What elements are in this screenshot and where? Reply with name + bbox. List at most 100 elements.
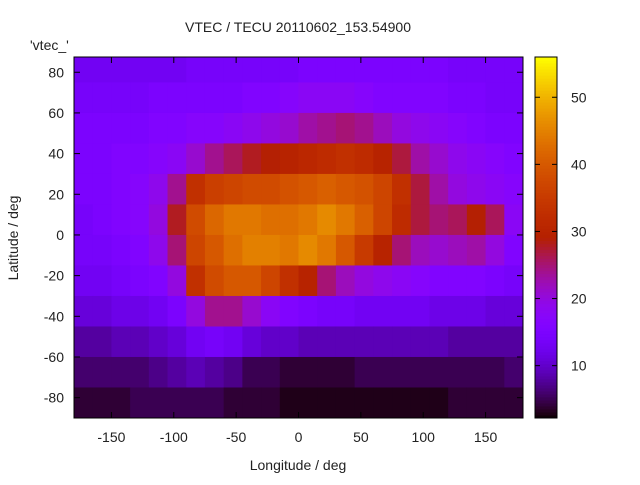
heatmap-cell [130, 387, 150, 419]
heatmap-cell [504, 173, 524, 205]
heatmap-cell [392, 234, 412, 266]
heatmap-cell [92, 204, 112, 236]
heatmap-cell [298, 82, 318, 114]
colorbar-segment [535, 405, 557, 410]
heatmap-cell [317, 82, 337, 114]
heatmap-cell [429, 356, 449, 388]
y-tick-label: 20 [48, 186, 64, 202]
heatmap-cell [317, 234, 337, 266]
heatmap-cell [204, 143, 225, 175]
colorbar-segment [535, 156, 557, 160]
heatmap-cell [74, 143, 94, 175]
heatmap-cell [485, 234, 505, 266]
heatmap-cell [261, 387, 281, 419]
colorbar-segment [535, 375, 557, 380]
heatmap-cell [111, 57, 131, 83]
colorbar-tick-label: 10 [571, 358, 587, 374]
x-tick-label: -150 [97, 429, 125, 445]
heatmap-cell [354, 82, 374, 114]
heatmap-cell [298, 112, 318, 144]
colorbar-segment [535, 171, 557, 175]
colorbar-segment [535, 288, 557, 293]
heatmap-cell [410, 204, 430, 236]
colorbar-segment [535, 102, 557, 106]
heatmap-cell [92, 112, 112, 144]
heatmap-cell [242, 173, 262, 205]
colorbar-segment [535, 318, 557, 323]
x-tick-label: -100 [160, 429, 188, 445]
heatmap-cell [186, 234, 206, 266]
heatmap-cell [373, 295, 393, 327]
colorbar-segment [535, 57, 557, 61]
heatmap-cell [279, 82, 299, 114]
y-tick-label: -20 [44, 268, 64, 284]
heatmap-cell [466, 387, 487, 419]
heatmap-cell [74, 234, 94, 266]
colorbar-segment [535, 162, 557, 166]
colorbar-segment [535, 129, 557, 133]
colorbar-segment [535, 393, 557, 398]
heatmap-cell [74, 173, 94, 205]
heatmap-cell [92, 295, 112, 327]
colorbar-segment [535, 105, 557, 109]
colorbar-segment [535, 399, 557, 404]
heatmap-cell [148, 204, 169, 236]
colorbar-segment [535, 258, 557, 263]
heatmap-cell [204, 82, 225, 114]
heatmap-cell [354, 143, 374, 175]
heatmap-cell [298, 57, 318, 83]
heatmap-cell [392, 173, 412, 205]
heatmap-cell [242, 204, 262, 236]
heatmap-cell [261, 295, 281, 327]
heatmap-cell [392, 204, 412, 236]
heatmap-cell [279, 356, 299, 388]
heatmap-cell [204, 387, 225, 419]
heatmap-cell [279, 387, 299, 419]
colorbar-segment [535, 306, 557, 311]
colorbar-segment [535, 312, 557, 317]
colorbar-segment [535, 387, 557, 392]
heatmap-cell [74, 112, 94, 144]
heatmap-cell [448, 143, 468, 175]
heatmap-cell [373, 173, 393, 205]
heatmap-cell [410, 143, 430, 175]
colorbar-segment [535, 357, 557, 362]
heatmap-cell [317, 295, 337, 327]
colorbar-segment [535, 330, 557, 335]
heatmap-cell [261, 173, 281, 205]
heatmap-cell [448, 356, 468, 388]
heatmap-cell [242, 143, 262, 175]
colorbar-segment [535, 204, 557, 208]
heatmap-cell [373, 112, 393, 144]
heatmap-cell [504, 234, 524, 266]
colorbar-segment [535, 192, 557, 196]
heatmap-cell [354, 387, 374, 419]
heatmap-cell [335, 173, 356, 205]
heatmap-cell [223, 82, 243, 114]
heatmap-cell [466, 173, 487, 205]
heatmap-cell [392, 326, 412, 358]
colorbar-segment [535, 396, 557, 401]
heatmap-cell [429, 204, 449, 236]
colorbar-segment [535, 63, 557, 67]
heatmap-cell [167, 234, 187, 266]
heatmap-cell [186, 57, 206, 83]
colorbar-segment [535, 132, 557, 136]
y-tick-label: -60 [44, 349, 64, 365]
heatmap-cell [392, 112, 412, 144]
colorbar-segment [535, 150, 557, 154]
heatmap-cell [448, 82, 468, 114]
heatmap-cell [261, 356, 281, 388]
heatmap-cell [223, 295, 243, 327]
heatmap-cell [242, 295, 262, 327]
heatmap-cell [148, 356, 169, 388]
heatmap-cell [485, 82, 505, 114]
colorbar-segment [535, 300, 557, 305]
heatmap-cell [429, 143, 449, 175]
colorbar-segment [535, 246, 557, 251]
colorbar-segment [535, 333, 557, 338]
heatmap-cell [485, 143, 505, 175]
colorbar-segment [535, 201, 557, 205]
heatmap-cell [242, 57, 262, 83]
heatmap-cell [466, 204, 487, 236]
